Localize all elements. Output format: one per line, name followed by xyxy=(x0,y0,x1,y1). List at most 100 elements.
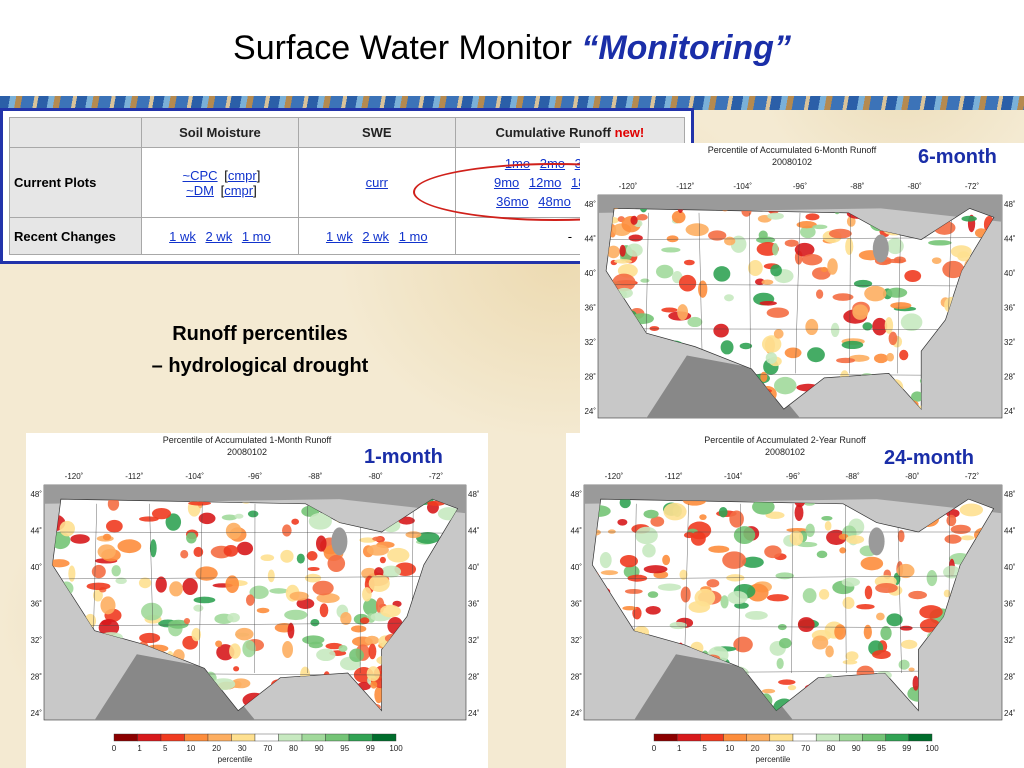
percentile-blob xyxy=(741,556,764,568)
percentile-blob xyxy=(793,499,806,508)
latitude-label: 44˚ xyxy=(1004,527,1016,536)
percentile-blob xyxy=(886,237,904,255)
percentile-blob xyxy=(796,541,818,548)
cell-swe-recent: 1 wk 2 wk 1 mo xyxy=(297,217,456,255)
link-cpc[interactable]: ~CPC xyxy=(182,167,218,183)
latitude-label: 44˚ xyxy=(468,527,480,536)
colorbar-swatch xyxy=(700,733,724,742)
latitude-label: 28˚ xyxy=(1004,673,1016,682)
percentile-blob xyxy=(92,589,103,602)
percentile-blob xyxy=(619,554,638,568)
percentile-blob xyxy=(316,535,327,552)
state-border xyxy=(897,212,902,374)
percentile-blob xyxy=(350,625,367,633)
percentile-blob xyxy=(839,547,847,554)
percentile-blob xyxy=(233,666,240,672)
percentile-blob xyxy=(690,531,706,546)
percentile-blob xyxy=(685,223,709,237)
colorbar-tick: 20 xyxy=(212,744,221,753)
percentile-blob xyxy=(182,578,198,596)
link-cpc-cmpr[interactable]: cmpr xyxy=(227,167,257,183)
percentile-blob xyxy=(884,317,894,334)
percentile-blob xyxy=(767,594,789,602)
link-dm-cmpr[interactable]: cmpr xyxy=(224,182,254,198)
table-header-cumulative-runoff: Cumulative Runoff new! xyxy=(454,117,686,148)
percentile-blob xyxy=(864,585,873,600)
percentile-blob xyxy=(778,679,796,685)
percentile-blob xyxy=(896,563,915,579)
percentile-blob xyxy=(256,607,270,614)
cell-soil-recent: 1 wk 2 wk 1 mo xyxy=(141,217,299,255)
percentile-blob xyxy=(359,537,377,543)
latitude-label: 36˚ xyxy=(30,600,42,609)
link-swe-curr[interactable]: curr xyxy=(365,175,388,190)
state-border xyxy=(606,237,994,240)
percentile-blob xyxy=(195,566,218,581)
colorbar-label: percentile xyxy=(218,755,253,764)
state-border xyxy=(52,576,458,580)
colorbar-tick: 5 xyxy=(702,744,707,753)
percentile-blob xyxy=(91,564,106,579)
percentile-blob xyxy=(765,511,785,520)
link-swe-2wk[interactable]: 2 wk xyxy=(362,228,390,244)
longitude-label: -72˚ xyxy=(965,472,980,481)
table-header-row: Soil Moisture SWE Cumulative Runoff new! xyxy=(9,117,686,148)
latitude-label: 44˚ xyxy=(570,527,582,536)
percentile-blob xyxy=(961,215,977,222)
percentile-blob xyxy=(747,259,763,276)
state-border xyxy=(592,625,994,629)
longitude-label: -88˚ xyxy=(846,472,861,481)
percentile-blob xyxy=(739,342,753,350)
percentile-blob xyxy=(794,242,815,257)
link-dm[interactable]: ~DM xyxy=(186,182,214,198)
percentile-blob xyxy=(759,300,777,306)
latitude-label: 44˚ xyxy=(584,235,596,244)
percentile-blob xyxy=(853,279,873,288)
table-header-soil-moisture: Soil Moisture xyxy=(141,117,299,148)
percentile-blob xyxy=(600,570,619,576)
percentile-blob xyxy=(761,279,774,285)
longitude-label: -96˚ xyxy=(786,472,801,481)
percentile-blob xyxy=(280,549,294,563)
colorbar-swatch xyxy=(137,733,162,742)
title-bar: Surface Water Monitor “Monitoring” xyxy=(0,0,1024,96)
percentile-blob xyxy=(825,645,834,658)
percentile-blob xyxy=(349,648,364,663)
percentile-blob xyxy=(111,565,121,577)
great-lakes xyxy=(872,234,889,263)
latitude-label: 36˚ xyxy=(584,304,596,313)
percentile-blob xyxy=(52,559,70,568)
percentile-blob xyxy=(59,520,75,537)
state-border xyxy=(52,531,458,534)
percentile-blob xyxy=(872,649,891,659)
colorbar-swatch xyxy=(769,733,794,742)
percentile-blob xyxy=(183,617,191,625)
percentile-blob xyxy=(416,531,440,544)
link-swe-1mo[interactable]: 1 mo xyxy=(398,228,428,244)
percentile-blob xyxy=(773,376,797,395)
colorbar-swatch xyxy=(231,733,256,742)
link-swe-1wk[interactable]: 1 wk xyxy=(325,228,353,244)
percentile-blob xyxy=(904,270,922,283)
colorbar-tick: 90 xyxy=(852,744,861,753)
latitude-label: 24˚ xyxy=(1004,407,1016,416)
percentile-blob xyxy=(363,598,379,616)
percentile-blob xyxy=(101,619,112,626)
latitude-label: 48˚ xyxy=(584,200,596,209)
percentile-blob xyxy=(900,313,923,332)
link-soil-1wk[interactable]: 1 wk xyxy=(169,228,196,244)
link-soil-1mo[interactable]: 1 mo xyxy=(241,228,271,244)
percentile-blob xyxy=(784,347,802,359)
percentile-blob xyxy=(729,510,744,528)
colorbar-tick: 0 xyxy=(112,744,117,753)
percentile-blob xyxy=(841,340,864,350)
percentile-blob xyxy=(856,603,875,610)
longitude-label: -104˚ xyxy=(724,472,743,481)
canada-region xyxy=(598,195,1002,222)
percentile-blob xyxy=(807,347,825,363)
colorbar-tick: 10 xyxy=(725,744,734,753)
longitude-label: -112˚ xyxy=(676,182,694,191)
percentile-blob xyxy=(897,530,905,543)
percentile-blob xyxy=(872,317,888,336)
link-soil-2wk[interactable]: 2 wk xyxy=(205,228,233,244)
